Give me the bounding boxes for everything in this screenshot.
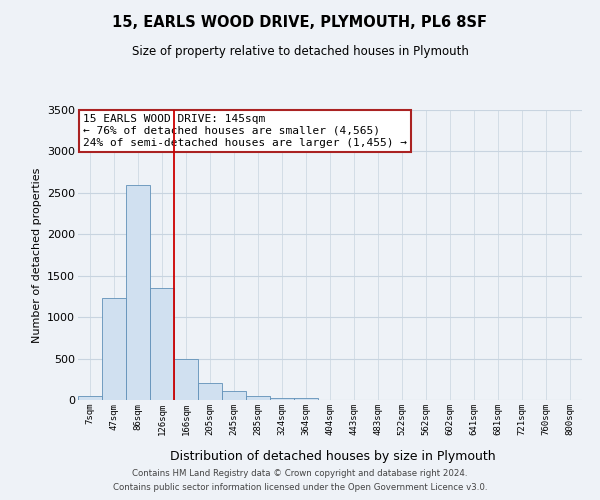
Bar [126, 186, 150, 400]
Bar [78, 396, 102, 400]
Bar [222, 391, 246, 400]
Text: Contains HM Land Registry data © Crown copyright and database right 2024.: Contains HM Land Registry data © Crown c… [132, 468, 468, 477]
Bar [102, 298, 126, 400]
Bar [246, 396, 270, 400]
Bar [174, 360, 198, 400]
Bar [270, 398, 294, 400]
Bar [150, 288, 174, 400]
Text: Distribution of detached houses by size in Plymouth: Distribution of detached houses by size … [170, 450, 496, 463]
Bar [198, 384, 222, 400]
Text: 15, EARLS WOOD DRIVE, PLYMOUTH, PL6 8SF: 15, EARLS WOOD DRIVE, PLYMOUTH, PL6 8SF [113, 15, 487, 30]
Text: Contains public sector information licensed under the Open Government Licence v3: Contains public sector information licen… [113, 484, 487, 492]
Bar [294, 398, 318, 400]
Y-axis label: Number of detached properties: Number of detached properties [32, 168, 41, 342]
Text: 15 EARLS WOOD DRIVE: 145sqm
← 76% of detached houses are smaller (4,565)
24% of : 15 EARLS WOOD DRIVE: 145sqm ← 76% of det… [83, 114, 407, 148]
Text: Size of property relative to detached houses in Plymouth: Size of property relative to detached ho… [131, 45, 469, 58]
